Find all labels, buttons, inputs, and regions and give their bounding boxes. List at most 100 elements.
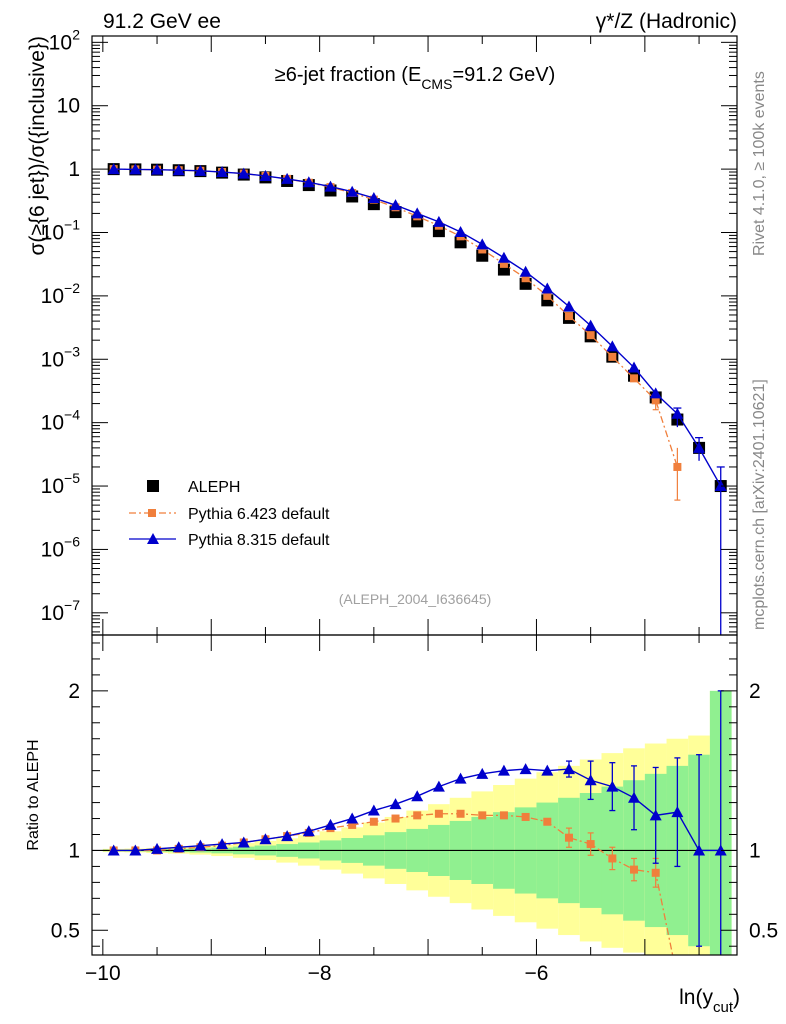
- ratio-py6-point: [348, 820, 357, 829]
- ratio-py8-point: [281, 830, 294, 842]
- py8-point: [151, 163, 164, 175]
- py8-point: [129, 163, 142, 175]
- x-tick-label: −8: [308, 962, 332, 985]
- ratio-y-tick-label-left: 2: [68, 680, 80, 703]
- y-tick-label-base: 10: [41, 348, 64, 371]
- py6-point: [651, 396, 660, 405]
- ratio-py8-point: [259, 833, 272, 845]
- ratio-py8-point: [216, 838, 229, 850]
- ratio-py8-point: [411, 790, 424, 802]
- ratio-py8-point: [346, 812, 359, 824]
- legend-label-py6: Pythia 6.423 default: [188, 506, 330, 523]
- ratio-py8-point: [454, 772, 467, 784]
- ratio-py6-point: [521, 812, 530, 821]
- py8-point: [541, 282, 554, 294]
- y-tick-label-exp: −1: [64, 216, 80, 232]
- ratio-py8-point: [649, 809, 662, 821]
- y-tick-label-base: 10: [41, 285, 64, 308]
- ratio-py8-point: [194, 839, 207, 851]
- ratio-py6-point: [586, 840, 595, 849]
- ratio-y-label: Ratio to ALEPH: [25, 739, 42, 850]
- plot-title: ≥6-jet fraction (ECMS=91.2 GeV): [275, 64, 556, 92]
- ratio-py8-point: [519, 763, 532, 775]
- py8-point: [476, 238, 489, 250]
- plot-title-tail: =91.2 GeV): [452, 64, 555, 86]
- py8-point: [497, 251, 510, 263]
- ratio-py8-point: [389, 798, 402, 810]
- ratio-py6-point: [369, 817, 378, 826]
- py8-point: [432, 215, 445, 227]
- y-tick-label-base: 10: [41, 412, 64, 435]
- ratio-py6-point: [478, 811, 487, 820]
- ratio-py6-point: [456, 809, 465, 818]
- plot-title-sub: CMS: [421, 76, 452, 92]
- py8-point: [389, 199, 402, 211]
- py6-point: [478, 245, 487, 254]
- py8-point: [367, 192, 380, 204]
- y-tick-label-base: 10: [41, 475, 64, 498]
- ratio-py8-point: [432, 780, 445, 792]
- ratio-py6-point: [543, 817, 552, 826]
- py6-point: [564, 312, 573, 321]
- x-axis-label-main: ln(y: [679, 986, 713, 1009]
- y-tick-label: 10: [57, 95, 80, 118]
- ratio-frame: [91, 634, 738, 956]
- py8-point: [693, 441, 706, 453]
- analysis-id: (ALEPH_2004_I636645): [339, 591, 492, 607]
- ratio-py8-point: [172, 841, 185, 853]
- py8-point: [606, 340, 619, 352]
- py6-point: [586, 331, 595, 340]
- y-tick-label-exp: −3: [64, 343, 80, 359]
- y-tick-label: 1: [68, 158, 80, 181]
- y-tick-label-base: 10: [41, 602, 64, 625]
- py6-point: [499, 259, 508, 268]
- py8-point: [259, 169, 272, 181]
- py8-point: [302, 176, 315, 188]
- py6-point: [543, 291, 552, 300]
- py8-point: [519, 265, 532, 277]
- y-tick-label-exp: −2: [64, 280, 80, 296]
- py8-point: [194, 164, 207, 176]
- ratio-py8-point: [714, 844, 727, 856]
- ratio-py6-point: [434, 809, 443, 818]
- py6-point: [630, 374, 639, 383]
- py8-point: [237, 167, 250, 179]
- y-tick-label-exp: −4: [64, 407, 80, 423]
- x-axis-label-sub: cut: [713, 999, 734, 1016]
- legend-marker-aleph: [147, 480, 159, 492]
- py8-point: [714, 480, 727, 492]
- ratio-py6-point: [630, 865, 639, 874]
- ratio-py8-point: [151, 842, 164, 854]
- py8-point: [584, 319, 597, 331]
- ratio-py6-point: [608, 854, 617, 863]
- ratio-py8-point: [237, 836, 250, 848]
- x-axis-label-tail: ): [733, 986, 740, 1009]
- ratio-py6-point: [673, 974, 681, 982]
- x-axis-label: ln(ycut): [679, 986, 740, 1016]
- y-axis-label: σ(≥{6 jet})/σ({inclusive}): [26, 36, 49, 256]
- ratio-y-tick-label-right: 0.5: [749, 919, 778, 942]
- py8-point: [281, 172, 294, 184]
- ratio-py8-point: [476, 767, 489, 779]
- legend-label-py8: Pythia 8.315 default: [188, 532, 330, 549]
- mcplots-label: mcplots.cern.ch [arXiv:2401.10621]: [751, 379, 768, 630]
- py8-point: [324, 180, 337, 192]
- ratio-py6-point: [651, 868, 660, 877]
- ratio-plot: −10 −8 −6 0.5 0.5 1 1 2 2 Ratio to ALEPH: [25, 634, 778, 985]
- legend-label-aleph: ALEPH: [188, 479, 240, 496]
- py8-point: [671, 407, 684, 419]
- ratio-py8-point: [584, 774, 597, 786]
- py8-point: [107, 163, 120, 175]
- ratio-py8-point: [324, 818, 337, 830]
- ratio-py6-point: [499, 811, 508, 820]
- py6-point: [608, 352, 617, 361]
- y-tick-label-exp: −7: [64, 597, 80, 613]
- header-right: γ*/Z (Hadronic): [596, 10, 737, 33]
- py8-point: [411, 207, 424, 219]
- ratio-py6-point: [391, 814, 400, 823]
- ratio-py8-point: [497, 764, 510, 776]
- py8-point: [628, 361, 641, 373]
- ratio-py8-point: [562, 763, 575, 775]
